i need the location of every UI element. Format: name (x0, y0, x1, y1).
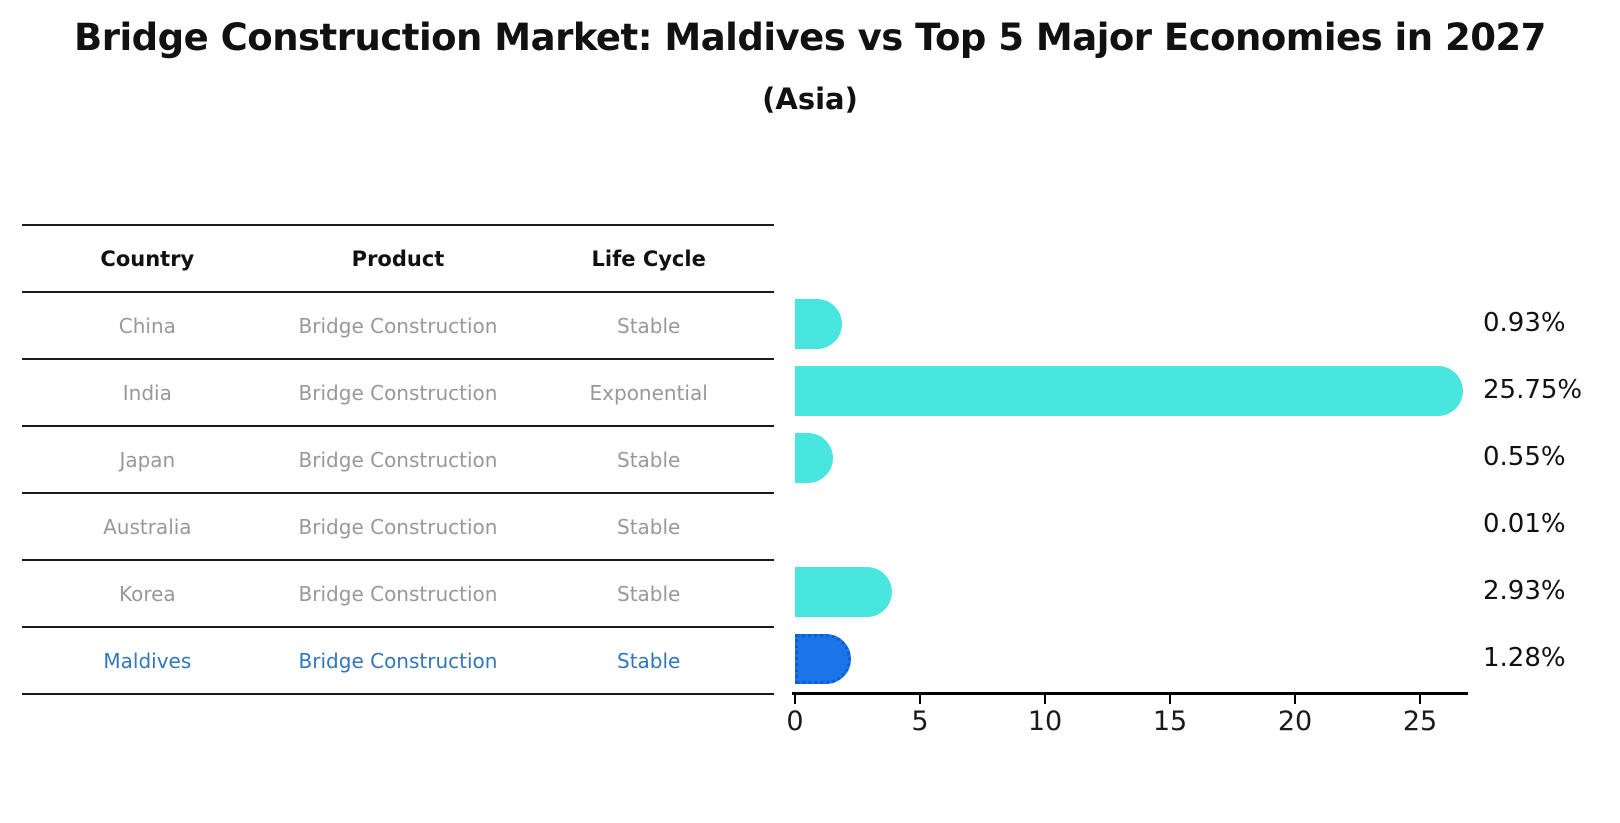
table-cell-country: China (118, 313, 176, 338)
table-cell-country: Maldives (103, 648, 192, 673)
table-cell-product: Bridge Construction (298, 648, 498, 673)
table-cell-life-cycle: Stable (617, 514, 681, 539)
value-label-korea: 2.93% (1483, 576, 1566, 606)
table-cell-product: Bridge Construction (298, 447, 498, 472)
value-label-china: 0.93% (1483, 308, 1566, 338)
x-tick-label: 25 (1402, 706, 1438, 737)
value-label-australia: 0.01% (1483, 509, 1566, 539)
x-tick-label: 20 (1277, 706, 1313, 737)
value-label-japan: 0.55% (1483, 442, 1566, 472)
x-tick-mark (1419, 695, 1421, 704)
country-table: Country Product Life Cycle China Bridge C… (22, 224, 774, 695)
bar-china (795, 299, 843, 349)
table-cell-product: Bridge Construction (298, 514, 498, 539)
x-tick-mark (1294, 695, 1296, 704)
table-row: India Bridge Construction Exponential (22, 360, 774, 427)
table-row: Korea Bridge Construction Stable (22, 561, 774, 628)
table-cell-life-cycle: Exponential (589, 380, 708, 405)
table-cell-country: Japan (119, 447, 176, 472)
x-tick-mark (794, 695, 796, 704)
table-cell-country: Korea (118, 581, 176, 606)
table-cell-life-cycle: Stable (617, 581, 681, 606)
table-row: Australia Bridge Construction Stable (22, 494, 774, 561)
x-tick-label: 15 (1152, 706, 1188, 737)
column-header-life-cycle: Life Cycle (591, 246, 706, 271)
table-row: Japan Bridge Construction Stable (22, 427, 774, 494)
table-cell-product: Bridge Construction (298, 581, 498, 606)
bar-korea (795, 567, 893, 617)
chart-title: Bridge Construction Market: Maldives vs … (74, 16, 1546, 59)
table-cell-life-cycle: Stable (617, 313, 681, 338)
column-header-product: Product (351, 246, 445, 271)
table-row: China Bridge Construction Stable (22, 293, 774, 360)
table-cell-country: India (122, 380, 172, 405)
column-header-country: Country (100, 246, 195, 271)
table-cell-life-cycle: Stable (617, 648, 681, 673)
x-tick-mark (1044, 695, 1046, 704)
bar-japan (795, 433, 833, 483)
table-cell-life-cycle: Stable (617, 447, 681, 472)
x-tick-mark (919, 695, 921, 704)
table-cell-product: Bridge Construction (298, 313, 498, 338)
x-tick-label: 10 (1027, 706, 1063, 737)
table-cell-country: Australia (103, 514, 192, 539)
x-tick-mark (1169, 695, 1171, 704)
table-rows: China Bridge Construction Stable India Bridg… (22, 293, 774, 695)
bar-india (795, 366, 1463, 416)
value-label-india: 25.75% (1483, 375, 1583, 405)
table-cell-product: Bridge Construction (298, 380, 498, 405)
table-row: Maldives Bridge Construction Stable (22, 628, 774, 695)
chart-subtitle: (Asia) (762, 82, 858, 116)
x-axis-line (792, 692, 1468, 695)
x-tick-label: 5 (911, 706, 929, 737)
bar-maldives (795, 634, 851, 684)
value-label-maldives: 1.28% (1483, 643, 1566, 673)
x-tick-label: 0 (786, 706, 804, 737)
table-header-row: Country Product Life Cycle (22, 224, 774, 293)
